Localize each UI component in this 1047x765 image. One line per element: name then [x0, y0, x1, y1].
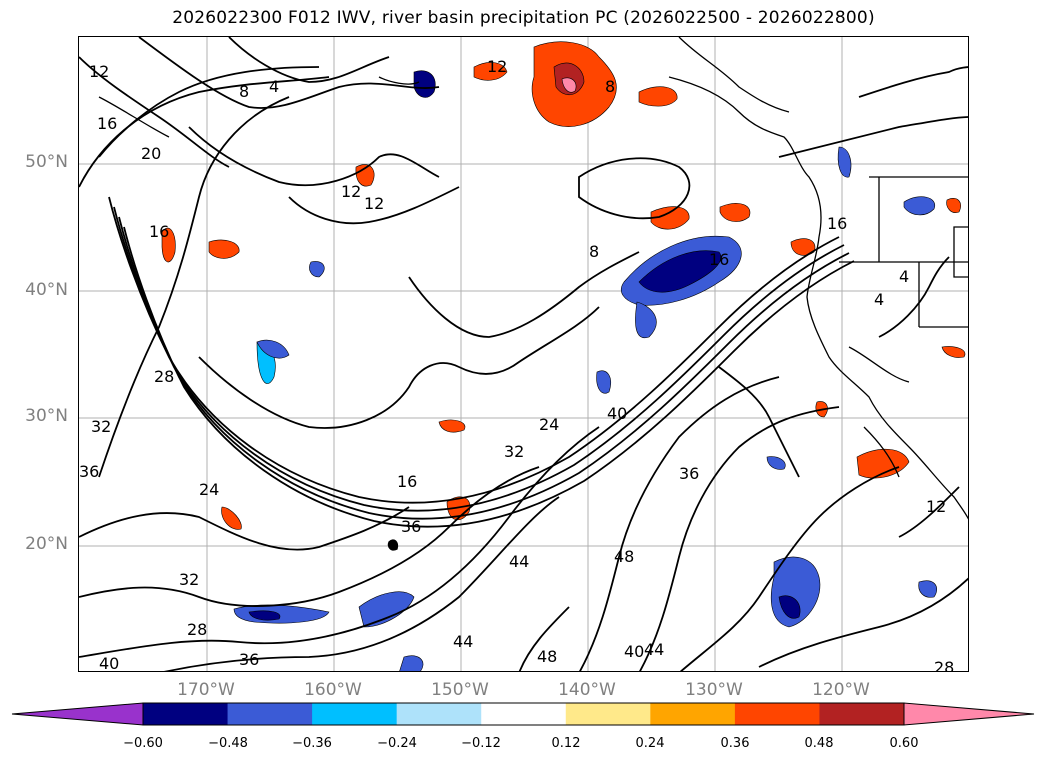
lat-label-40n: 40°N: [25, 280, 68, 300]
colorbar-segment: [481, 703, 567, 725]
contour-label: 48: [614, 547, 634, 566]
contour-label: 24: [199, 480, 219, 499]
contour-label: 8: [589, 242, 599, 261]
contour-label: 16: [97, 114, 117, 133]
contour-label: 12: [89, 62, 109, 81]
lon-label-120w: 120°W: [812, 680, 870, 700]
colorbar-segment: [819, 703, 905, 725]
colorbar-tick: −0.48: [208, 736, 248, 751]
lat-label-20n: 20°N: [25, 534, 68, 554]
contour-label: 8: [239, 82, 249, 101]
contour-label: 44: [644, 640, 664, 659]
contour-label: 44: [509, 552, 529, 571]
gridlines: [79, 37, 968, 671]
colorbar-segment: [396, 703, 482, 725]
contour-label: 12: [341, 182, 361, 201]
contour-label: 32: [179, 570, 199, 589]
contour-label: 32: [504, 442, 524, 461]
contour-label: 16: [827, 214, 847, 233]
colorbar-tick: 0.60: [889, 736, 919, 751]
coastline: [98, 37, 968, 551]
contour-label: 40: [99, 654, 119, 672]
contour-label: 16: [149, 222, 169, 241]
map-canvas: 12 16 20 8 4 12 12 8 16 8 28 32 36 24 16…: [79, 37, 968, 672]
contour-label: 28: [934, 658, 954, 672]
colorbar-segment: [227, 703, 313, 725]
chart-title: 2026022300 F012 IWV, river basin precipi…: [172, 8, 875, 28]
colorbar-tick: −0.60: [123, 736, 163, 751]
lon-label-170w: 170°W: [177, 680, 235, 700]
lon-label-150w: 150°W: [431, 680, 489, 700]
positive-anomaly-blobs: [161, 41, 966, 530]
lon-label-160w: 160°W: [304, 680, 362, 700]
colorbar-tick: 0.24: [635, 736, 665, 751]
contour-label: 20: [141, 144, 161, 163]
colorbar-tick: 0.36: [720, 736, 750, 751]
contour-label: 36: [239, 650, 259, 669]
colorbar-tick: −0.12: [461, 736, 501, 751]
contour-label: 16: [709, 250, 729, 269]
colorbar-frame: [142, 702, 905, 726]
lat-label-50n: 50°N: [25, 152, 68, 172]
contour-label: 12: [926, 497, 946, 516]
contour-label: 36: [79, 462, 99, 481]
colorbar-tick: −0.24: [377, 736, 417, 751]
colorbar-segment: [565, 703, 651, 725]
colorbar-segments: [143, 703, 905, 725]
lon-label-140w: 140°W: [558, 680, 616, 700]
contour-label: 12: [487, 57, 507, 76]
colorbar-segment: [312, 703, 398, 725]
colorbar-segment: [650, 703, 736, 725]
contour-label: 28: [154, 367, 174, 386]
contour-label: 8: [605, 77, 615, 96]
colorbar-max-extension: [903, 702, 1035, 726]
colorbar-tick: 0.48: [804, 736, 834, 751]
contour-label: 36: [401, 517, 421, 536]
map-panel: 12 16 20 8 4 12 12 8 16 8 28 32 36 24 16…: [78, 36, 969, 672]
contour-label: 16: [397, 472, 417, 491]
contour-label: 4: [899, 267, 909, 286]
contour-label: 48: [537, 647, 557, 666]
contour-label: 24: [539, 415, 559, 434]
iwv-contours: [79, 37, 968, 671]
contour-label: 12: [364, 194, 384, 213]
contour-label: 44: [453, 632, 473, 651]
lat-label-30n: 30°N: [25, 406, 68, 426]
colorbar-tick: 0.12: [551, 736, 581, 751]
colorbar-tick: −0.36: [292, 736, 332, 751]
contour-label: 4: [269, 77, 279, 96]
contour-labels: 12 16 20 8 4 12 12 8 16 8 28 32 36 24 16…: [79, 57, 954, 672]
contour-label: 40: [607, 404, 627, 423]
colorbar-segment: [734, 703, 820, 725]
colorbar-segment: [143, 703, 229, 725]
lon-label-130w: 130°W: [685, 680, 743, 700]
colorbar-min-extension: [11, 702, 144, 726]
contour-label: 4: [874, 290, 884, 309]
contour-label: 32: [91, 417, 111, 436]
negative-anomaly-blobs: [233, 70, 938, 671]
contour-label: 28: [187, 620, 207, 639]
contour-label: 40: [624, 642, 644, 661]
contour-label: 36: [679, 464, 699, 483]
colorbar: [11, 702, 1035, 726]
